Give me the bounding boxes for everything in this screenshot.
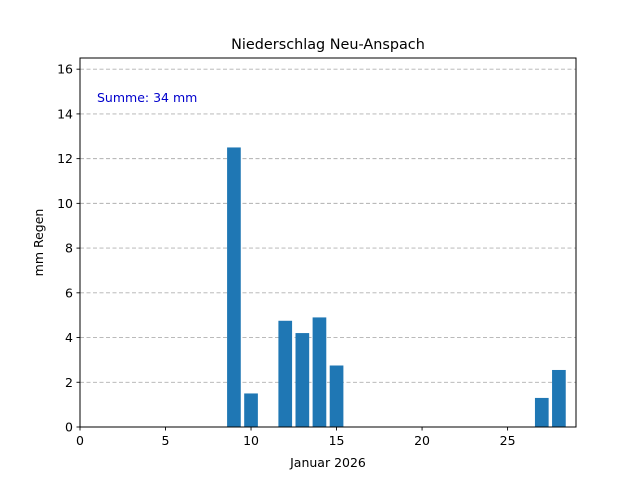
bar <box>552 369 566 427</box>
bar <box>227 147 241 428</box>
y-axis-ticks: 0 2 4 6 8 10 12 14 16 <box>57 62 80 435</box>
y-tick-label: 16 <box>57 62 73 77</box>
x-tick-label: 25 <box>500 433 516 448</box>
plot-frame <box>79 57 577 428</box>
chart-title: Niederschlag Neu-Anspach <box>231 37 425 53</box>
y-tick-label: 6 <box>65 285 73 300</box>
x-tick-label: 15 <box>329 433 345 448</box>
x-tick-label: 5 <box>162 433 170 448</box>
y-tick-label: 4 <box>65 330 73 345</box>
bar <box>278 320 293 427</box>
bar <box>295 333 310 427</box>
bar <box>312 317 327 427</box>
grid <box>80 68 576 383</box>
x-tick-label: 20 <box>414 433 430 448</box>
y-tick-label: 14 <box>57 106 73 121</box>
bar <box>244 393 258 427</box>
x-tick-label: 0 <box>76 433 84 448</box>
bar <box>534 397 549 427</box>
x-axis-ticks: 0 5 10 15 20 25 <box>76 427 516 448</box>
y-tick-label: 12 <box>57 151 73 166</box>
sum-annotation: Summe: 34 mm <box>97 90 197 105</box>
y-tick-label: 2 <box>65 375 73 390</box>
y-tick-label: 10 <box>57 196 73 211</box>
y-tick-label: 0 <box>65 420 73 435</box>
bar <box>329 365 344 427</box>
x-tick-label: 10 <box>243 433 259 448</box>
y-tick-label: 8 <box>65 241 73 256</box>
y-axis-label: mm Regen <box>31 209 46 277</box>
bars <box>227 147 566 428</box>
x-axis-label: Januar 2026 <box>289 455 366 470</box>
